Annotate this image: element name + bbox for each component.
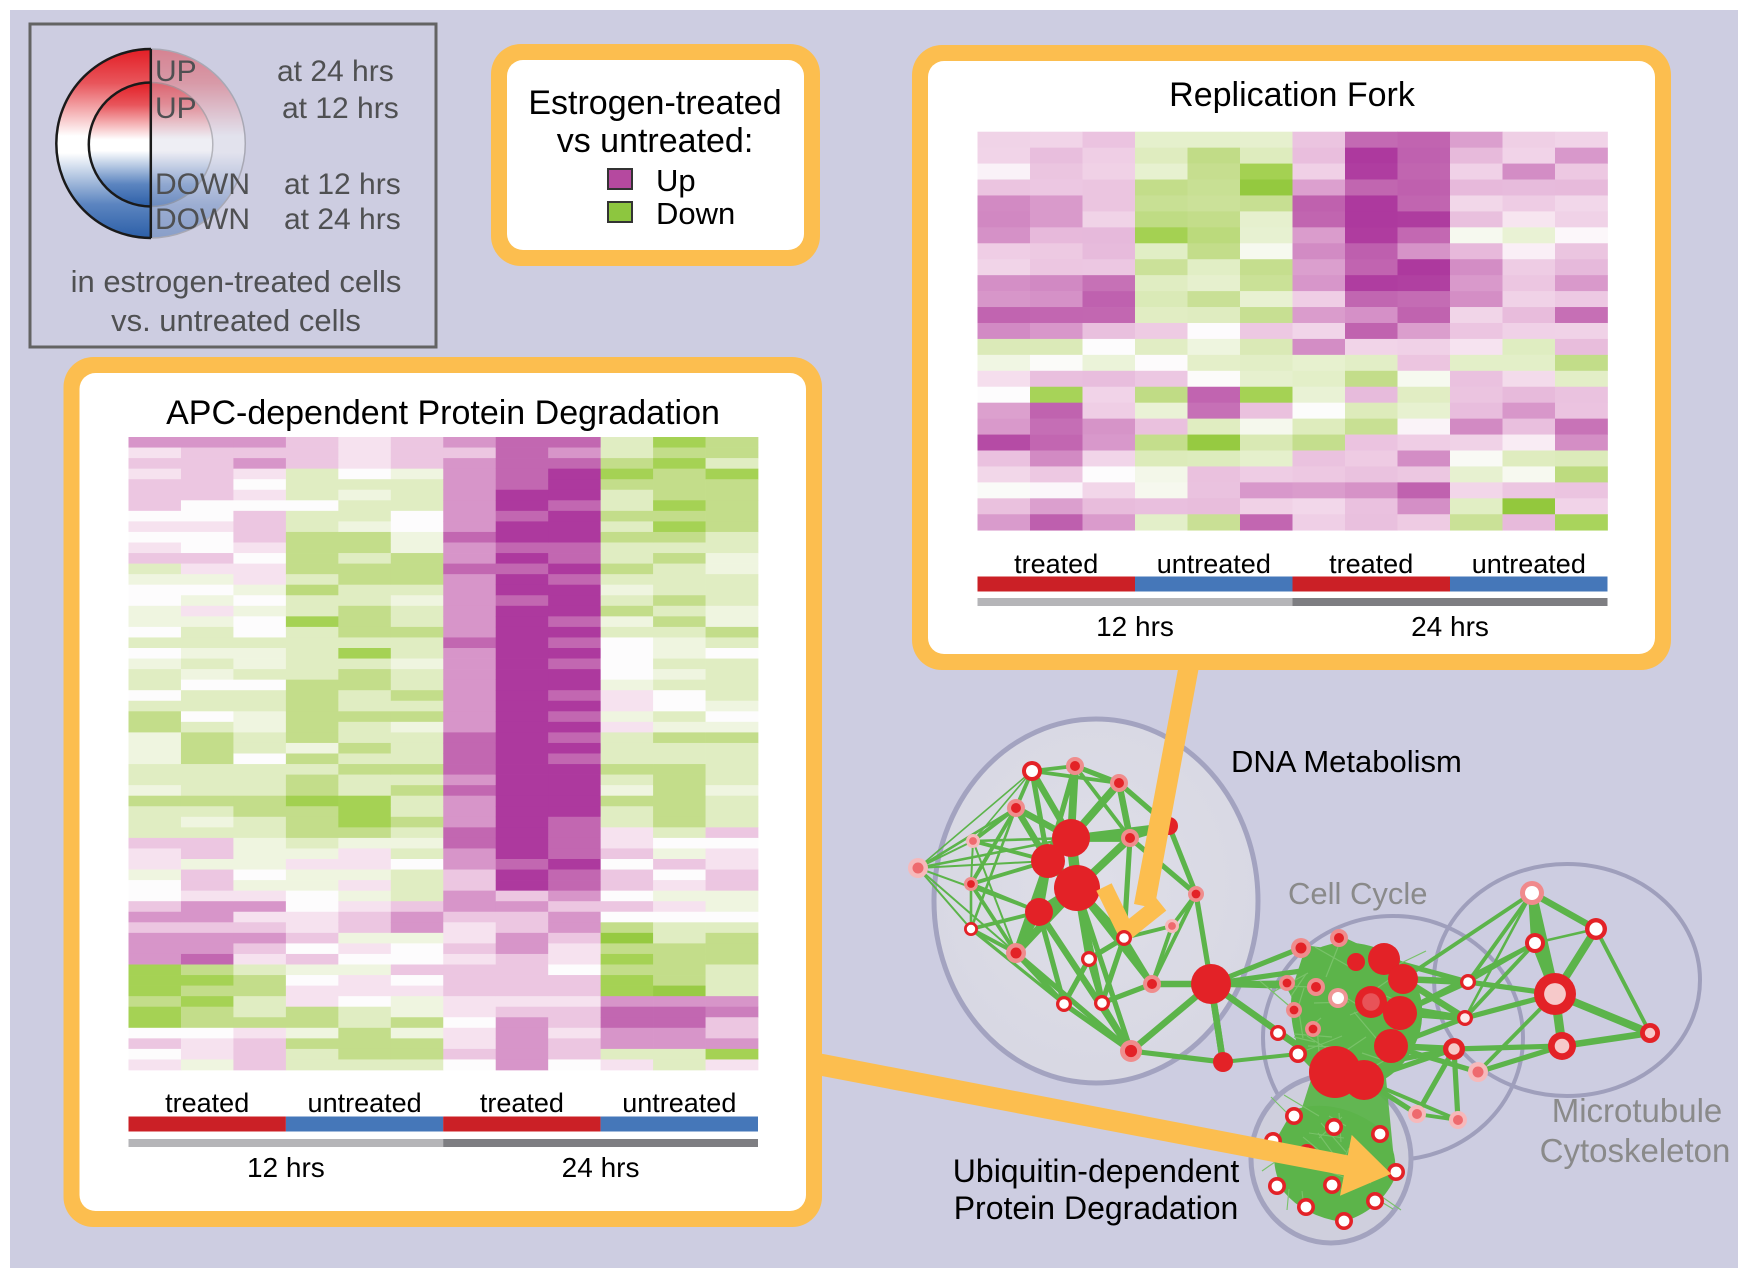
svg-text:DOWN: DOWN (155, 203, 250, 236)
svg-text:12 hrs: 12 hrs (1096, 611, 1174, 642)
svg-text:Estrogen-treated: Estrogen-treated (528, 84, 781, 122)
svg-text:at 24 hrs: at 24 hrs (277, 55, 394, 88)
svg-text:Cell Cycle: Cell Cycle (1288, 876, 1428, 911)
svg-text:Replication Fork: Replication Fork (1169, 76, 1416, 114)
svg-text:untreated: untreated (622, 1088, 736, 1118)
svg-text:Up: Up (656, 163, 696, 198)
svg-text:at 12 hrs: at 12 hrs (284, 168, 401, 201)
svg-text:treated: treated (1014, 549, 1098, 579)
svg-text:Ubiquitin-dependent: Ubiquitin-dependent (953, 1153, 1240, 1189)
svg-text:24 hrs: 24 hrs (562, 1152, 640, 1183)
svg-text:Down: Down (656, 196, 735, 231)
svg-text:in estrogen-treated cells: in estrogen-treated cells (71, 264, 402, 299)
svg-text:APC-dependent Protein Degradat: APC-dependent Protein Degradation (166, 394, 720, 432)
svg-text:untreated: untreated (308, 1088, 422, 1118)
svg-text:vs. untreated cells: vs. untreated cells (111, 303, 361, 338)
svg-text:treated: treated (1329, 549, 1413, 579)
svg-text:UP: UP (155, 92, 197, 125)
svg-text:treated: treated (165, 1088, 249, 1118)
svg-text:DNA Metabolism: DNA Metabolism (1231, 744, 1462, 779)
svg-text:at 12 hrs: at 12 hrs (282, 92, 399, 125)
svg-text:untreated: untreated (1472, 549, 1586, 579)
svg-text:untreated: untreated (1157, 549, 1271, 579)
svg-text:vs untreated:: vs untreated: (557, 122, 754, 160)
svg-text:Protein Degradation: Protein Degradation (954, 1190, 1239, 1226)
svg-text:Microtubule: Microtubule (1552, 1092, 1723, 1129)
svg-text:treated: treated (480, 1088, 564, 1118)
svg-text:24 hrs: 24 hrs (1411, 611, 1489, 642)
svg-text:12 hrs: 12 hrs (247, 1152, 325, 1183)
svg-text:DOWN: DOWN (155, 168, 250, 201)
svg-text:at 24 hrs: at 24 hrs (284, 203, 401, 236)
svg-text:UP: UP (155, 55, 197, 88)
svg-text:Cytoskeleton: Cytoskeleton (1540, 1132, 1731, 1169)
